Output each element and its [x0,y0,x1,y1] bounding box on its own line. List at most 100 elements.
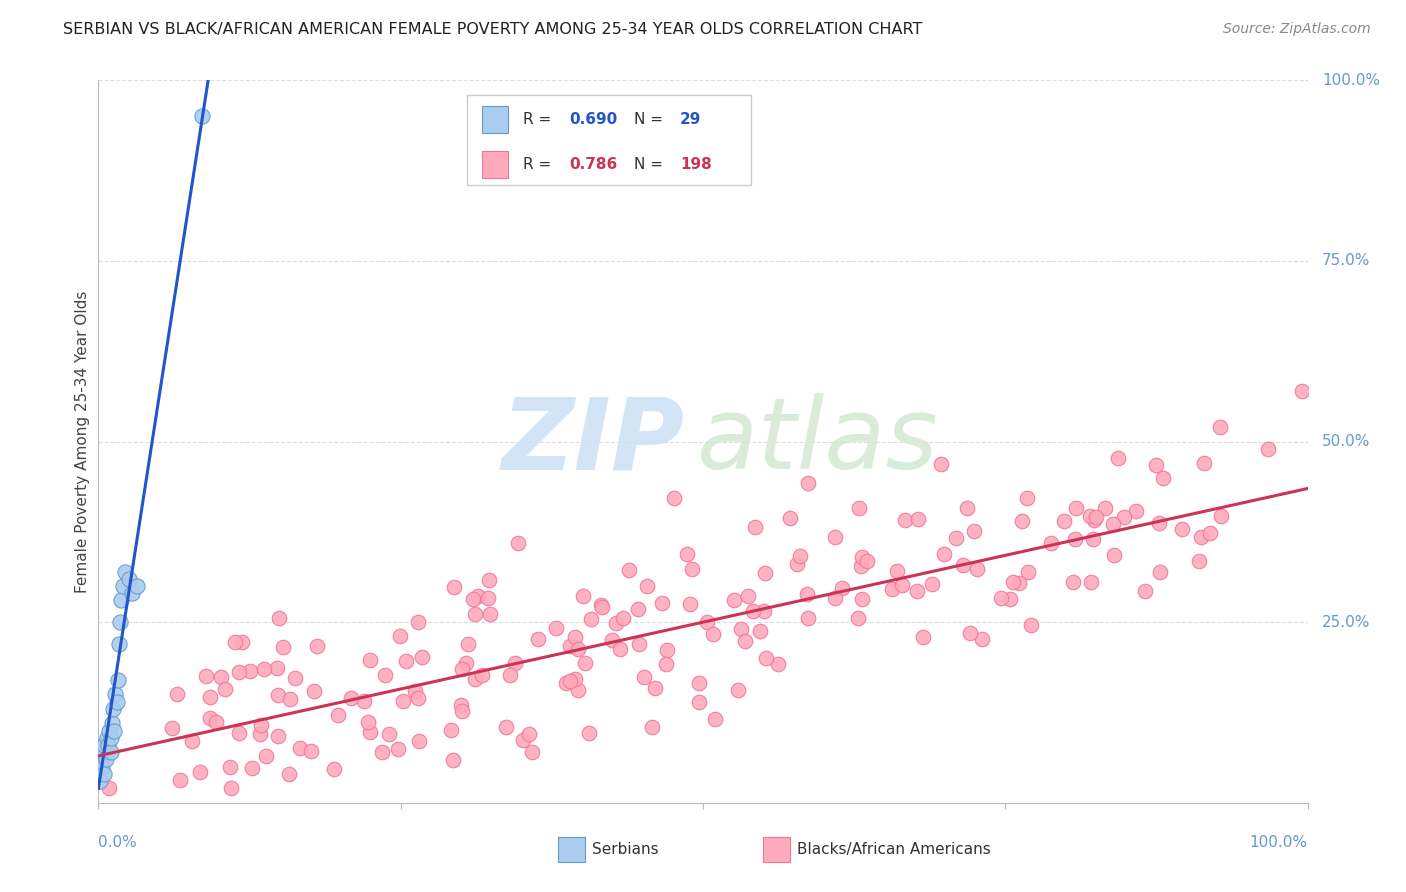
Point [1133,584,1156,599]
Point [395,654,418,668]
Point [1039,536,1062,550]
Point [457,637,479,651]
Point [704,712,727,726]
Point [231,634,253,648]
Text: Blacks/African Americans: Blacks/African Americans [797,842,991,857]
Point [98,723,121,738]
Point [328,707,350,722]
Point [554,676,576,690]
Point [644,681,666,695]
Point [89,774,111,789]
Text: R =: R = [523,112,555,127]
Point [104,687,127,701]
Point [254,749,277,764]
Point [754,604,776,618]
Point [730,622,752,636]
Point [664,491,686,506]
Point [754,566,776,580]
FancyBboxPatch shape [482,106,509,133]
Point [945,531,967,545]
Point [467,589,489,603]
Point [846,611,869,625]
Point [103,723,125,738]
Point [284,671,307,685]
Point [882,582,904,597]
Point [359,724,381,739]
Point [727,682,749,697]
Point [253,662,276,676]
Point [627,601,650,615]
Point [567,641,589,656]
Point [591,599,613,614]
Point [266,689,288,703]
Point [408,733,430,747]
Point [789,549,811,563]
Text: 0.786: 0.786 [569,157,617,172]
Point [495,720,517,734]
Point [1015,491,1038,506]
Point [439,723,461,737]
Text: 198: 198 [681,157,711,172]
Point [96,731,118,745]
Point [191,110,214,124]
Point [93,738,115,752]
Point [688,695,710,709]
Point [228,665,250,680]
Point [851,550,873,565]
Point [450,698,472,713]
Point [479,607,502,622]
Point [506,535,529,549]
Point [1147,516,1170,531]
Point [679,597,702,611]
Point [200,690,222,705]
Point [1017,565,1039,579]
Point [796,587,818,601]
Point [98,781,121,796]
Point [1171,522,1194,536]
Point [912,630,935,644]
Point [406,691,429,706]
Point [651,596,673,610]
Point [408,615,430,630]
Point [90,752,112,766]
Point [1198,525,1220,540]
Point [1019,618,1042,632]
Point [1101,516,1123,531]
Point [905,584,928,599]
Point [567,683,589,698]
FancyBboxPatch shape [763,837,790,862]
Point [512,733,534,747]
Point [655,643,678,657]
Point [107,673,129,687]
Point [87,760,110,774]
Point [921,577,943,591]
Text: 29: 29 [681,112,702,127]
Point [797,611,820,625]
Point [1125,504,1147,518]
Point [228,725,250,739]
Point [108,637,131,651]
Text: 75.0%: 75.0% [1322,253,1371,268]
Point [205,714,228,729]
Point [301,744,323,758]
Point [1112,510,1135,524]
Text: 0.0%: 0.0% [98,835,138,850]
Point [240,761,263,775]
Point [848,501,870,516]
Point [451,704,474,718]
Point [966,562,988,576]
Point [87,767,110,781]
Point [110,593,132,607]
Point [239,665,262,679]
Point [1144,458,1167,472]
Point [195,669,218,683]
Point [443,580,465,594]
Point [779,511,801,525]
Point [307,639,329,653]
Point [1208,420,1230,434]
Text: 100.0%: 100.0% [1322,73,1381,87]
Point [522,745,544,759]
Point [1152,470,1174,484]
Point [271,640,294,654]
Point [371,745,394,759]
